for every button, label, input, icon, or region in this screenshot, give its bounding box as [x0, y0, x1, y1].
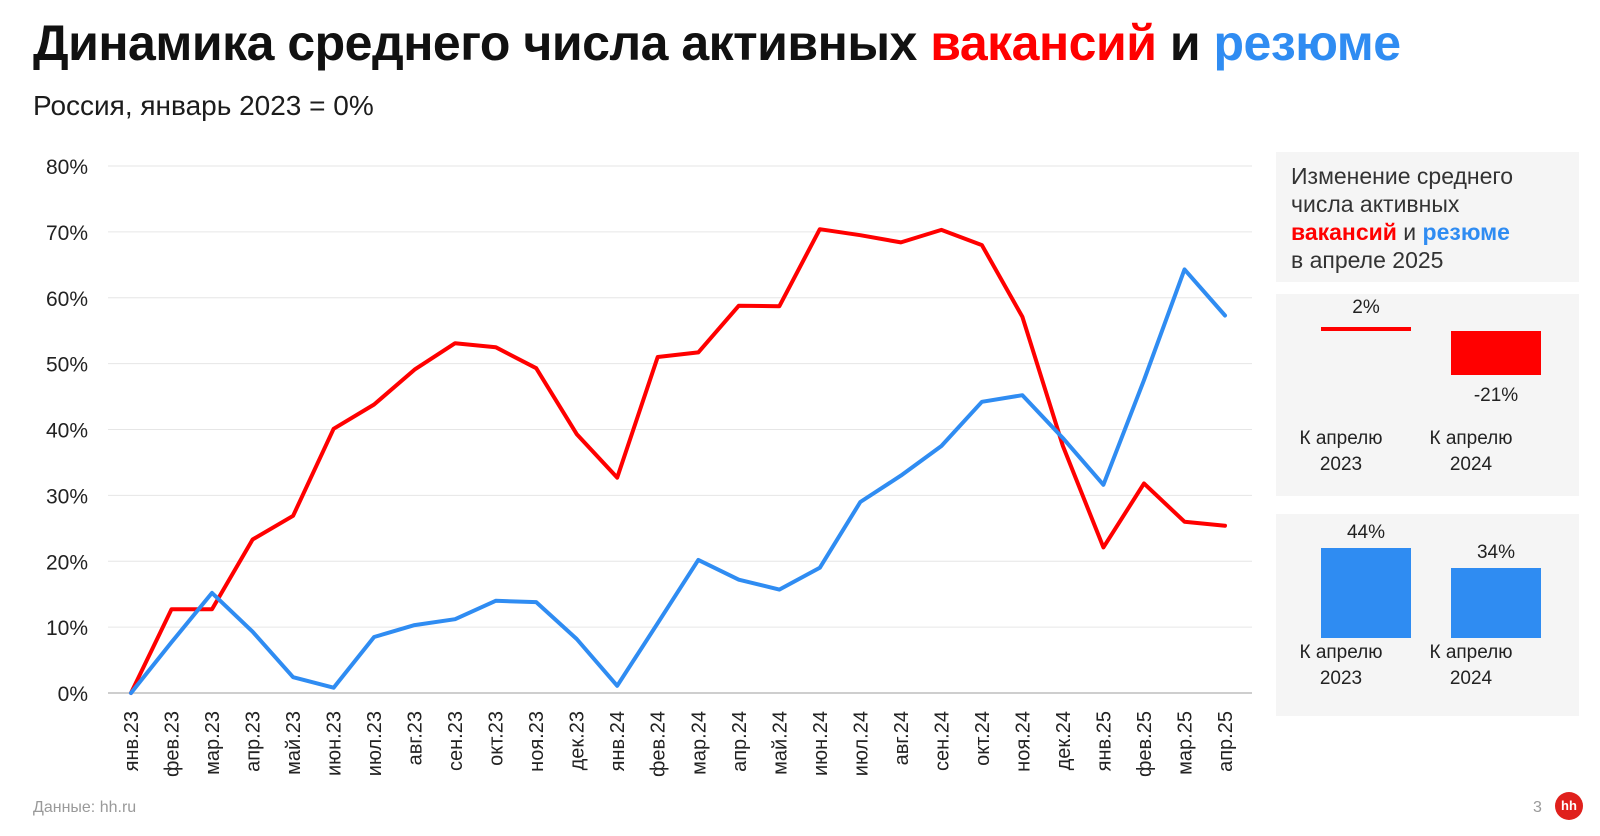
- x-tick-label: апр.25: [1215, 711, 1237, 772]
- page-subtitle: Россия, январь 2023 = 0%: [33, 90, 374, 121]
- legend-line-4: в апреле 2025: [1291, 247, 1444, 273]
- x-tick-label: окт.23: [486, 711, 508, 766]
- line-chart: 0% 10% 20% 30% 40% 50% 60% 70% 80% янв.23 фев.23 ма…: [46, 156, 1252, 777]
- legend-vacancies: вакансий: [1291, 219, 1397, 245]
- vacancies-value-2024: -21%: [1473, 385, 1519, 407]
- hh-logo[interactable]: hh: [1555, 792, 1583, 820]
- title-resumes: резюме: [1213, 15, 1401, 71]
- x-tick-label: июл.24: [850, 711, 872, 776]
- x-tick-label: авг.23: [405, 711, 427, 765]
- title-text: Динамика среднего числа активных: [33, 15, 931, 71]
- x-tick-label: дек.24: [1053, 711, 1075, 770]
- x-tick-label: май.23: [283, 711, 305, 775]
- x-tick-label: янв.23: [121, 711, 143, 771]
- vacancies-series-line: [129, 227, 1227, 695]
- legend-line-1: Изменение среднего: [1291, 163, 1514, 189]
- caption-year: 2023: [1319, 454, 1363, 475]
- caption-year: 2023: [1319, 668, 1363, 689]
- x-tick-label: авг.24: [891, 711, 913, 765]
- legend-text: Изменение среднего числа активных ваканс…: [1291, 162, 1513, 274]
- y-tick-label: 30%: [46, 485, 88, 508]
- x-tick-label: сен.23: [445, 711, 467, 771]
- vacancies-bar-2023: [1321, 326, 1411, 331]
- x-tick-label: окт.24: [972, 711, 994, 766]
- x-tick-label: июл.23: [364, 711, 386, 776]
- resumes-caption-2023: К апрелю 2023: [1281, 640, 1401, 692]
- x-tick-label: сен.24: [931, 711, 953, 771]
- page-title: Динамика среднего числа активных ваканси…: [33, 14, 1401, 72]
- data-source: Данные: hh.ru: [33, 799, 137, 816]
- caption-line: К апрелю: [1429, 642, 1513, 663]
- caption-year: 2024: [1449, 668, 1493, 689]
- legend-line-3: вакансий и резюме: [1291, 218, 1513, 246]
- title-vacancies: вакансий: [930, 15, 1157, 71]
- x-tick-label: фев.23: [162, 711, 184, 777]
- resumes-value-2024: 34%: [1476, 542, 1516, 564]
- resumes-series-line: [129, 267, 1227, 695]
- resumes-caption-2024: К апрелю 2024: [1411, 640, 1531, 692]
- y-tick-label: 70%: [46, 222, 88, 245]
- y-tick-label: 80%: [46, 156, 88, 179]
- resumes-bar-2023: [1321, 547, 1411, 638]
- vacancies-caption-2024: К апрелю 2024: [1411, 426, 1531, 478]
- vacancies-value-2023: 2%: [1352, 296, 1380, 318]
- y-tick-label: 40%: [46, 420, 88, 443]
- resumes-bar-2024: [1451, 568, 1541, 638]
- x-tick-label: мар.25: [1174, 711, 1196, 775]
- caption-line: К апрелю: [1429, 428, 1513, 449]
- y-tick-label: 0%: [58, 683, 88, 706]
- x-tick-label: ноя.23: [526, 711, 548, 772]
- x-tick-label: июн.24: [810, 711, 832, 776]
- resumes-value-2023: 44%: [1346, 521, 1386, 543]
- x-tick-label: июн.23: [324, 711, 346, 776]
- caption-line: К апрелю: [1299, 642, 1383, 663]
- x-tick-label: мар.24: [688, 711, 710, 775]
- y-tick-label: 50%: [46, 354, 88, 377]
- y-tick-label: 60%: [46, 288, 88, 311]
- caption-year: 2024: [1449, 454, 1493, 475]
- y-tick-label: 10%: [46, 617, 88, 640]
- caption-line: К апрелю: [1299, 428, 1383, 449]
- x-tick-label: мар.23: [202, 711, 224, 775]
- x-tick-label: ноя.24: [1012, 711, 1034, 772]
- x-tick-label: май.24: [769, 711, 791, 775]
- x-tick-label: янв.24: [607, 711, 629, 771]
- x-tick-label: дек.23: [567, 711, 589, 770]
- vacancies-bar-2024: [1451, 331, 1541, 376]
- x-tick-label: фев.24: [648, 711, 670, 777]
- vacancies-caption-2023: К апрелю 2023: [1281, 426, 1401, 478]
- title-and: и: [1156, 15, 1214, 71]
- x-tick-label: янв.25: [1093, 711, 1115, 771]
- resumes-change-panel: 44% 34% К апрелю 2023 К апрелю 2024: [1276, 514, 1579, 716]
- page-number: 3: [1533, 799, 1542, 816]
- legend-resumes: резюме: [1422, 219, 1510, 245]
- vacancies-change-panel: 2% -21% К апрелю 2023 К апрелю 2024: [1276, 294, 1579, 496]
- legend-panel: Изменение среднего числа активных ваканс…: [1276, 152, 1579, 282]
- x-tick-label: фев.25: [1134, 711, 1156, 777]
- legend-and: и: [1396, 219, 1423, 245]
- x-tick-label: апр.24: [729, 711, 751, 772]
- legend-line-2: числа активных: [1291, 191, 1460, 217]
- x-tick-label: апр.23: [243, 711, 265, 772]
- y-tick-label: 20%: [46, 551, 88, 574]
